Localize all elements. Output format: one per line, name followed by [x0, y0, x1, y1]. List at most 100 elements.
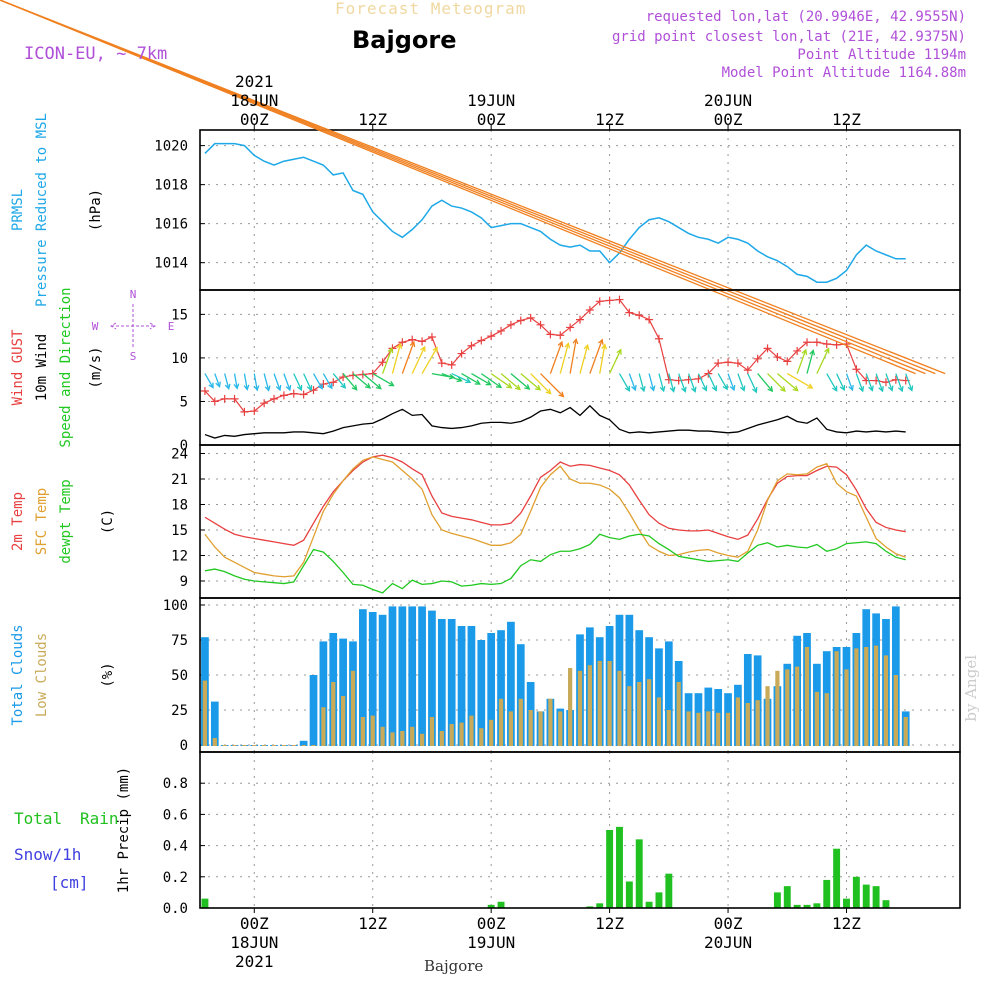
low-cloud-bar — [252, 745, 257, 746]
wind-arrow — [796, 348, 808, 374]
gust-marker — [398, 338, 407, 347]
wind-arrow-shaft — [214, 373, 221, 387]
wind-arrow-head — [858, 386, 865, 393]
low-cloud-bar — [587, 665, 592, 746]
wind-arrow-head — [598, 338, 604, 345]
y-tick-label-pressure: 1016 — [154, 217, 188, 233]
y-axis-label-clouds: (%) — [100, 662, 116, 687]
gust-marker — [852, 365, 861, 374]
wind-arrow — [530, 373, 552, 395]
wind-arrow — [342, 373, 358, 391]
wind-arrow-shaft — [263, 373, 270, 391]
gust-marker — [220, 394, 229, 403]
wind-arrow-head — [824, 347, 830, 354]
wind-arrow — [411, 345, 426, 374]
gust-marker — [526, 313, 535, 322]
wind-arrow-shaft — [687, 373, 696, 392]
gust-marker — [447, 360, 456, 369]
wind-arrow — [658, 373, 666, 393]
wind-arrow — [717, 373, 728, 391]
wind-arrow — [381, 346, 394, 374]
low-cloud-bar — [676, 682, 681, 746]
compass-rose — [110, 304, 156, 348]
wind-arrow-shaft — [786, 373, 813, 389]
gust-marker — [724, 358, 733, 367]
compass-w: W — [92, 320, 99, 333]
bottom-location-label: Bajgore — [424, 957, 484, 975]
wind-arrow-shaft — [757, 373, 773, 392]
wind-arrow-head — [215, 381, 221, 388]
low-cloud-bar — [419, 733, 425, 746]
wind-arrow-head — [224, 383, 231, 390]
wind-arrow — [263, 373, 271, 392]
wind-arrow-head — [456, 376, 463, 383]
wind-arrow-head — [639, 385, 646, 393]
y-tick-label-temp: 12 — [171, 549, 188, 565]
bottom-time-label: 12Z — [832, 914, 861, 933]
wind-arrow-head — [752, 387, 758, 394]
gust-marker — [773, 353, 782, 362]
wind-arrow-head — [722, 384, 728, 391]
wind-arrow — [391, 342, 403, 374]
gust-marker — [457, 349, 466, 358]
low-cloud-bar — [331, 682, 336, 746]
bottom-time-label: 18JUN — [230, 933, 278, 952]
wind-arrow — [480, 373, 503, 389]
low-cloud-bar — [666, 710, 671, 746]
gust-marker — [763, 344, 772, 353]
gust-marker — [625, 308, 634, 317]
wind-arrow-shaft — [312, 373, 323, 389]
y-tick-label-temp: 21 — [171, 472, 188, 488]
total-cloud-bar — [437, 619, 446, 746]
dewpoint-line — [204, 533, 906, 594]
wind-arrow-head — [572, 337, 579, 345]
low-cloud-bar — [893, 675, 898, 746]
y-axis-label-clouds: Low Clouds — [34, 633, 50, 717]
wind-arrow — [569, 337, 579, 374]
wind-speed-line — [204, 404, 906, 439]
wind-arrow-shaft — [421, 347, 438, 374]
wind-arrow-head — [327, 383, 333, 390]
low-cloud-bar — [755, 700, 760, 746]
low-cloud-bar — [232, 745, 237, 746]
wind-arrow-head — [535, 384, 542, 391]
wind-arrow-shaft — [451, 373, 471, 383]
total-cloud-bar — [664, 641, 673, 746]
low-cloud-bar — [291, 745, 296, 746]
gust-marker — [250, 407, 259, 416]
wind-arrow — [312, 373, 323, 390]
y-tick-label-wind: 5 — [180, 394, 188, 410]
wind-arrow — [510, 373, 531, 390]
low-cloud-bar — [222, 745, 227, 746]
wind-arrow — [204, 373, 214, 389]
gust-marker — [566, 323, 575, 332]
series-pressure — [204, 142, 906, 283]
wind-arrow — [293, 373, 303, 392]
wind-arrow-head — [340, 382, 347, 389]
wind-arrow-shaft — [372, 373, 394, 387]
precip-bar — [843, 898, 850, 908]
total-cloud-bar — [625, 614, 634, 746]
wind-arrow-head — [409, 340, 416, 348]
wind-arrow-head — [616, 348, 622, 355]
wind-arrow — [845, 373, 854, 392]
gust-marker — [240, 407, 249, 416]
gust-marker — [664, 375, 673, 384]
wind-arrow-shaft — [697, 373, 707, 391]
low-cloud-bar — [775, 670, 780, 746]
low-cloud-bar — [469, 715, 474, 746]
gust-marker — [536, 320, 545, 329]
wind-arrow-shaft — [816, 348, 830, 374]
total-cloud-bar — [457, 626, 466, 746]
bottom-time-label: 00Z — [240, 914, 269, 933]
wind-arrow-shaft — [609, 349, 622, 374]
low-cloud-bar — [725, 712, 731, 746]
total-cloud-bar — [507, 621, 515, 746]
gust-marker — [418, 337, 427, 346]
wind-arrow-head — [624, 385, 631, 392]
y-tick-label-clouds: 75 — [171, 633, 188, 649]
low-cloud-bar — [350, 670, 356, 746]
wind-arrow — [224, 373, 231, 390]
